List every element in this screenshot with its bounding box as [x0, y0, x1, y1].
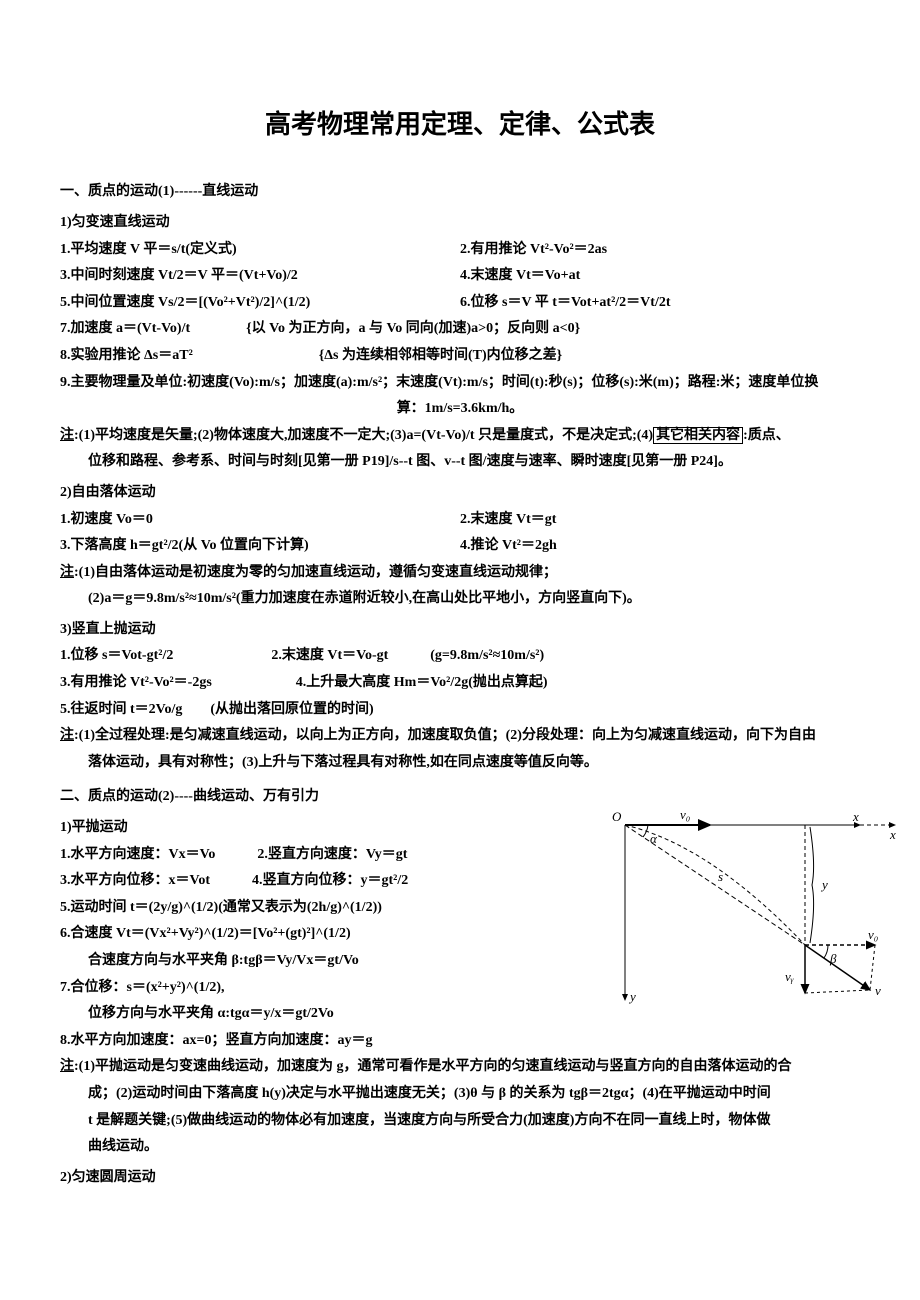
- label-v0-right: v₀: [868, 927, 878, 942]
- label-alpha: α: [650, 831, 658, 846]
- label-x-far: x: [889, 827, 896, 842]
- formula-avg-velocity: 1.平均速度 V 平＝s/t(定义式): [60, 237, 460, 264]
- formula-units: 9.主要物理量及单位:初速度(Vo):m/s；加速度(a):m/s²；末速度(V…: [60, 370, 860, 397]
- note-text: :(1)全过程处理:是匀减速直线运动，以向上为正方向，加速度取负值；(2)分段处…: [74, 728, 816, 743]
- formula-proj-3: 5.运动时间 t＝(2y/g)^(1/2)(通常又表示为(2h/g)^(1/2)…: [60, 895, 560, 922]
- note-text-1: :(1)平均速度是矢量;(2)物体速度大,加速度不一定大;(3)a=(Vt-Vo…: [74, 428, 653, 443]
- formula-freefall-corollary: 4.推论 Vt²＝2gh: [460, 533, 860, 560]
- label-v: v: [875, 983, 881, 998]
- formula-freefall-vt: 2.末速度 Vt＝gt: [460, 507, 860, 534]
- note-label: 注: [60, 428, 74, 443]
- formula-displacement: 6.位移 s＝V 平 t＝Vot+at²/2＝Vt/2t: [460, 290, 860, 317]
- subsection-2-2: 2)匀速圆周运动: [60, 1165, 860, 1192]
- label-s: s: [718, 869, 723, 884]
- formula-upthrow-2: 3.有用推论 Vt²-Vo²＝-2gs 4.上升最大高度 Hm＝Vo²/2g(抛…: [60, 670, 860, 697]
- formula-upthrow-1: 1.位移 s＝Vot-gt²/2 2.末速度 Vt＝Vo-gt (g=9.8m/…: [60, 643, 860, 670]
- formula-experiment: 8.实验用推论 Δs＝aT² {Δs 为连续相邻相等时间(T)内位移之差}: [60, 343, 860, 370]
- formula-acceleration: 7.加速度 a＝(Vt-Vo)/t {以 Vo 为正方向，a 与 Vo 同向(加…: [60, 316, 860, 343]
- label-v0-top: v₀: [680, 807, 690, 822]
- note-label: 注: [60, 1059, 74, 1074]
- formula-freefall-h: 3.下落高度 h＝gt²/2(从 Vo 位置向下计算): [60, 533, 460, 560]
- formula-upthrow-3: 5.往返时间 t＝2Vo/g (从抛出落回原位置的时间): [60, 697, 860, 724]
- formula-useful-corollary: 2.有用推论 Vt²-Vo²＝2as: [460, 237, 860, 264]
- subsection-1-2: 2)自由落体运动: [60, 480, 860, 507]
- note-1-3: 注:(1)全过程处理:是匀减速直线运动，以向上为正方向，加速度取负值；(2)分段…: [60, 723, 860, 750]
- note-2-1-c4: 曲线运动。: [60, 1134, 860, 1161]
- formula-proj-7: 位移方向与水平夹角 α:tgα＝y/x＝gt/2Vo: [60, 1001, 560, 1028]
- note-2-1: 注:(1)平抛运动是匀变速曲线运动，加速度为 g，通常可看作是水平方向的匀速直线…: [60, 1054, 860, 1081]
- note-label: 注: [60, 565, 74, 580]
- note-1-1: 注:(1)平均速度是矢量;(2)物体速度大,加速度不一定大;(3)a=(Vt-V…: [60, 423, 860, 450]
- note-text: :(1)自由落体运动是初速度为零的匀加速直线运动，遵循匀变速直线运动规律；: [74, 565, 557, 580]
- section-1-head: 一、质点的运动(1)------直线运动: [60, 179, 860, 206]
- projectile-diagram: O v₀ x x α s y v₀ β vᵧ v y: [610, 805, 900, 1005]
- formula-proj-1: 1.水平方向速度：Vx＝Vo 2.竖直方向速度：Vy＝gt: [60, 842, 560, 869]
- note-2-1-c2: 成；(2)运动时间由下落高度 h(y)决定与水平抛出速度无关；(3)θ 与 β …: [60, 1081, 860, 1108]
- note-2-1-c3: t 是解题关键;(5)做曲线运动的物体必有加速度，当速度方向与所受合力(加速度)…: [60, 1108, 860, 1135]
- label-vy: vᵧ: [785, 969, 794, 984]
- subsection-1-3: 3)竖直上抛运动: [60, 617, 860, 644]
- formula-final-v: 4.末速度 Vt＝Vo+at: [460, 263, 860, 290]
- note-1-2-cont: (2)a＝g＝9.8m/s²≈10m/s²(重力加速度在赤道附近较小,在高山处比…: [60, 586, 860, 613]
- formula-proj-5: 合速度方向与水平夹角 β:tgβ＝Vy/Vx＝gt/Vo: [60, 948, 560, 975]
- formula-freefall-v0: 1.初速度 Vo＝0: [60, 507, 460, 534]
- formula-proj-6: 7.合位移：s＝(x²+y²)^(1/2),: [60, 975, 560, 1002]
- label-beta: β: [829, 951, 837, 966]
- label-y: y: [820, 877, 828, 892]
- note-1-1-cont: 位移和路程、参考系、时间与时刻[见第一册 P19]/s--t 图、v--t 图/…: [60, 449, 860, 476]
- note-label: 注: [60, 728, 74, 743]
- subsection-1-1: 1)匀变速直线运动: [60, 210, 860, 237]
- formula-units-conv: 算：1m/s=3.6km/h。: [60, 396, 860, 423]
- note-text-1b: :质点、: [743, 428, 790, 443]
- note-1-2: 注:(1)自由落体运动是初速度为零的匀加速直线运动，遵循匀变速直线运动规律；: [60, 560, 860, 587]
- formula-mid-time-v: 3.中间时刻速度 Vt/2＝V 平＝(Vt+Vo)/2: [60, 263, 460, 290]
- formula-mid-pos-v: 5.中间位置速度 Vs/2＝[(Vo²+Vt²)/2]^(1/2): [60, 290, 460, 317]
- label-O: O: [612, 809, 622, 824]
- label-x: x: [852, 809, 859, 824]
- formula-proj-2: 3.水平方向位移：x＝Vot 4.竖直方向位移：y＝gt²/2: [60, 868, 560, 895]
- label-y-axis: y: [628, 989, 636, 1004]
- note-text: :(1)平抛运动是匀变速曲线运动，加速度为 g，通常可看作是水平方向的匀速直线运…: [74, 1059, 791, 1074]
- formula-proj-4: 6.合速度 Vt＝(Vx²+Vy²)^(1/2)＝[Vo²+(gt)²]^(1/…: [60, 921, 560, 948]
- formula-proj-8: 8.水平方向加速度：ax=0；竖直方向加速度：ay＝g: [60, 1028, 860, 1055]
- note-1-3-cont: 落体运动，具有对称性；(3)上升与下落过程具有对称性,如在同点速度等值反向等。: [60, 750, 860, 777]
- page-title: 高考物理常用定理、定律、公式表: [60, 100, 860, 149]
- boxed-text: 其它相关内容: [653, 427, 743, 444]
